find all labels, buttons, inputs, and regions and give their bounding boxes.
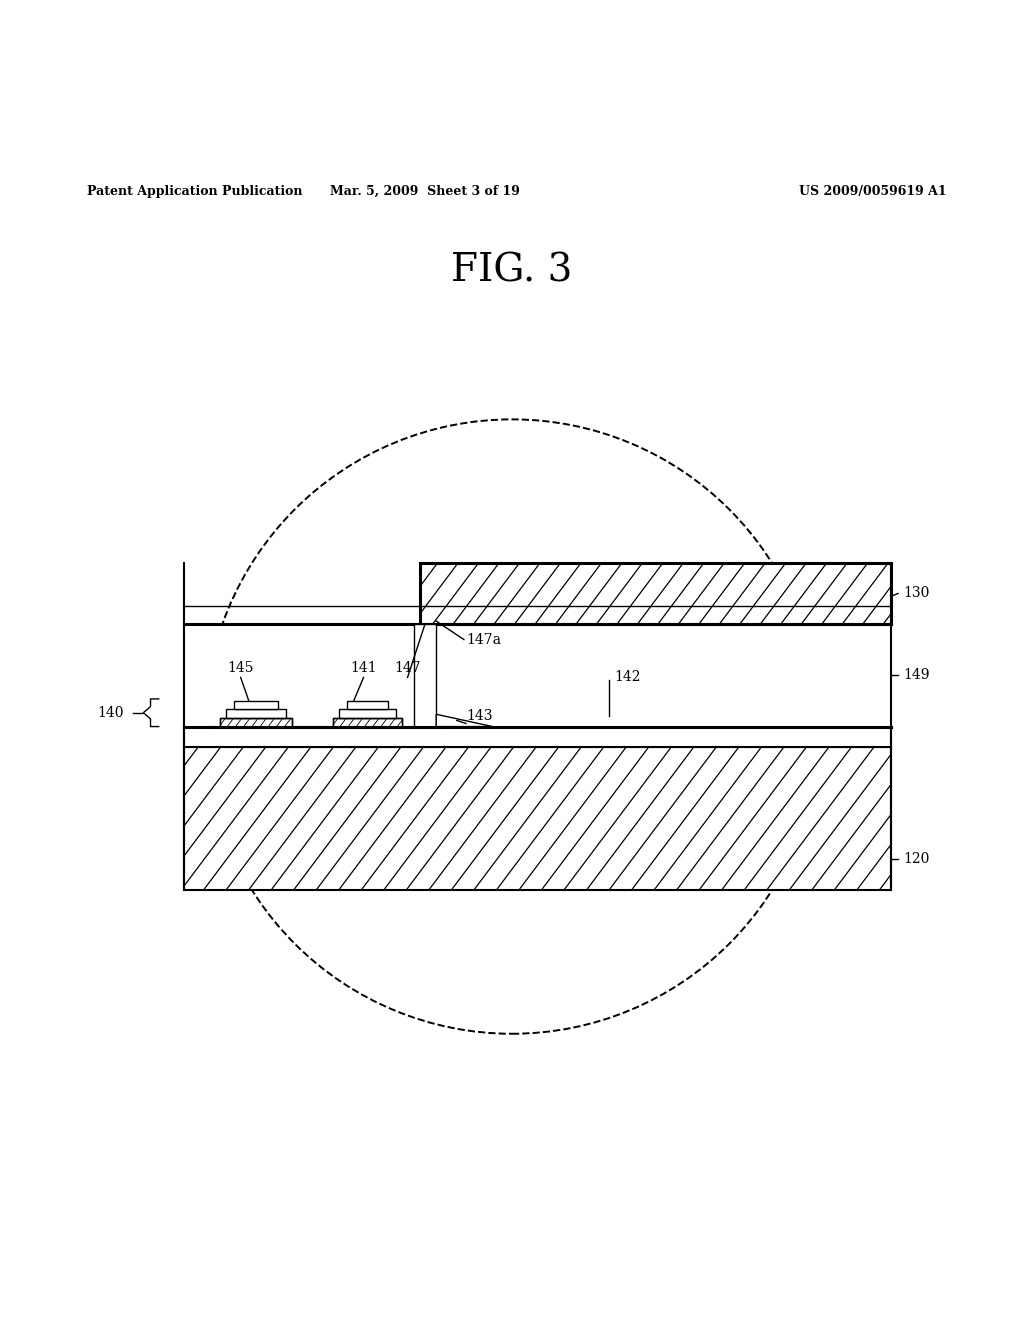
Bar: [347, 701, 388, 709]
Text: 147a: 147a: [466, 632, 501, 647]
Bar: [420, 562, 891, 624]
Text: 120: 120: [903, 851, 930, 866]
Text: US 2009/0059619 A1: US 2009/0059619 A1: [799, 185, 946, 198]
Text: 143: 143: [466, 709, 493, 723]
Bar: [333, 718, 402, 726]
Bar: [333, 718, 402, 726]
Polygon shape: [436, 714, 493, 726]
Bar: [339, 709, 396, 718]
Bar: [220, 718, 292, 726]
Bar: [414, 624, 436, 726]
Text: 141: 141: [350, 661, 377, 676]
Bar: [420, 562, 891, 624]
Bar: [226, 709, 286, 718]
Text: FIG. 3: FIG. 3: [452, 252, 572, 289]
Bar: [184, 624, 891, 726]
Text: 149: 149: [903, 668, 930, 682]
Text: Patent Application Publication: Patent Application Publication: [87, 185, 302, 198]
Bar: [184, 747, 891, 891]
Bar: [184, 726, 891, 747]
Text: 142: 142: [614, 671, 641, 684]
Text: 140: 140: [97, 706, 124, 719]
Text: 145: 145: [227, 661, 254, 676]
Text: 147: 147: [394, 661, 421, 676]
Text: Mar. 5, 2009  Sheet 3 of 19: Mar. 5, 2009 Sheet 3 of 19: [330, 185, 520, 198]
Bar: [234, 701, 278, 709]
Bar: [220, 718, 292, 726]
Text: 130: 130: [903, 586, 930, 601]
Bar: [184, 747, 891, 891]
